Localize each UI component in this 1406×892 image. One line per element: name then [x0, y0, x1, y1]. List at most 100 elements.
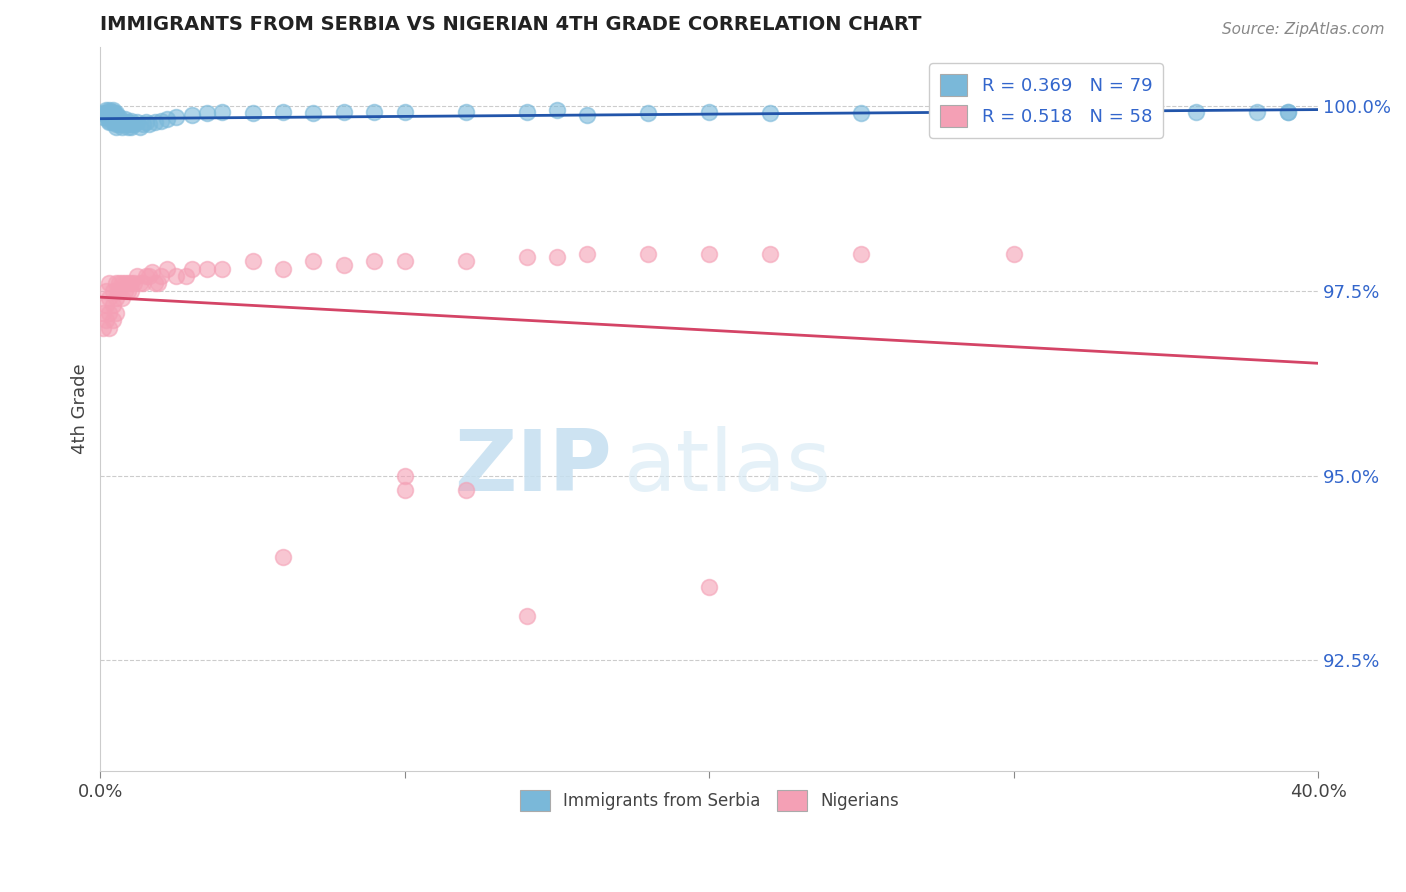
- Text: Source: ZipAtlas.com: Source: ZipAtlas.com: [1222, 22, 1385, 37]
- Text: IMMIGRANTS FROM SERBIA VS NIGERIAN 4TH GRADE CORRELATION CHART: IMMIGRANTS FROM SERBIA VS NIGERIAN 4TH G…: [100, 15, 922, 34]
- Point: [98, 306, 121, 320]
- Point: [180, 261, 202, 276]
- Point: [1277, 104, 1299, 119]
- Point: [242, 106, 264, 120]
- Point: [98, 277, 121, 291]
- Point: [576, 108, 599, 122]
- Point: [363, 104, 385, 119]
- Point: [135, 115, 157, 129]
- Point: [98, 115, 121, 129]
- Point: [120, 117, 142, 131]
- Point: [111, 291, 134, 305]
- Point: [454, 104, 477, 119]
- Point: [195, 106, 218, 120]
- Point: [129, 277, 152, 291]
- Point: [132, 117, 155, 131]
- Point: [111, 277, 134, 291]
- Point: [302, 106, 325, 120]
- Point: [98, 104, 121, 119]
- Point: [117, 117, 139, 131]
- Point: [101, 104, 124, 119]
- Y-axis label: 4th Grade: 4th Grade: [72, 364, 89, 454]
- Point: [394, 104, 416, 119]
- Point: [516, 104, 538, 119]
- Point: [129, 120, 152, 134]
- Point: [1002, 106, 1025, 120]
- Point: [114, 117, 136, 131]
- Point: [93, 106, 115, 120]
- Point: [111, 120, 134, 134]
- Point: [104, 277, 127, 291]
- Point: [166, 268, 188, 283]
- Point: [132, 277, 155, 291]
- Point: [125, 268, 148, 283]
- Point: [96, 108, 118, 122]
- Point: [195, 261, 218, 276]
- Point: [96, 103, 118, 117]
- Point: [697, 104, 720, 119]
- Point: [138, 268, 160, 283]
- Point: [107, 277, 129, 291]
- Point: [101, 110, 124, 124]
- Point: [98, 110, 121, 124]
- Point: [759, 246, 782, 260]
- Point: [1002, 246, 1025, 260]
- Point: [104, 306, 127, 320]
- Point: [363, 254, 385, 268]
- Point: [104, 113, 127, 128]
- Point: [114, 277, 136, 291]
- Point: [174, 268, 197, 283]
- Point: [96, 106, 118, 120]
- Point: [101, 112, 124, 127]
- Point: [98, 320, 121, 334]
- Point: [107, 110, 129, 124]
- Point: [271, 104, 294, 119]
- Point: [454, 254, 477, 268]
- Point: [120, 277, 142, 291]
- Point: [211, 261, 233, 276]
- Point: [1185, 104, 1208, 119]
- Point: [107, 113, 129, 128]
- Point: [111, 115, 134, 129]
- Legend: Immigrants from Serbia, Nigerians: Immigrants from Serbia, Nigerians: [513, 784, 905, 817]
- Point: [104, 291, 127, 305]
- Point: [125, 115, 148, 129]
- Text: ZIP: ZIP: [454, 425, 612, 508]
- Point: [150, 113, 173, 128]
- Point: [697, 246, 720, 260]
- Point: [101, 115, 124, 129]
- Point: [96, 313, 118, 327]
- Point: [141, 265, 163, 279]
- Point: [93, 320, 115, 334]
- Point: [117, 284, 139, 298]
- Point: [104, 110, 127, 124]
- Point: [104, 115, 127, 129]
- Point: [101, 106, 124, 120]
- Point: [117, 115, 139, 129]
- Point: [120, 120, 142, 134]
- Point: [104, 120, 127, 134]
- Point: [98, 108, 121, 122]
- Point: [271, 261, 294, 276]
- Point: [114, 284, 136, 298]
- Point: [143, 115, 166, 129]
- Point: [98, 104, 121, 119]
- Point: [394, 483, 416, 498]
- Point: [333, 258, 356, 272]
- Point: [576, 246, 599, 260]
- Point: [107, 115, 129, 129]
- Point: [759, 106, 782, 120]
- Point: [104, 117, 127, 131]
- Point: [942, 108, 965, 122]
- Point: [98, 103, 121, 117]
- Point: [516, 609, 538, 624]
- Point: [107, 284, 129, 298]
- Point: [101, 103, 124, 117]
- Point: [96, 298, 118, 312]
- Point: [242, 254, 264, 268]
- Point: [546, 251, 568, 265]
- Point: [637, 106, 659, 120]
- Point: [302, 254, 325, 268]
- Point: [98, 112, 121, 127]
- Point: [333, 104, 356, 119]
